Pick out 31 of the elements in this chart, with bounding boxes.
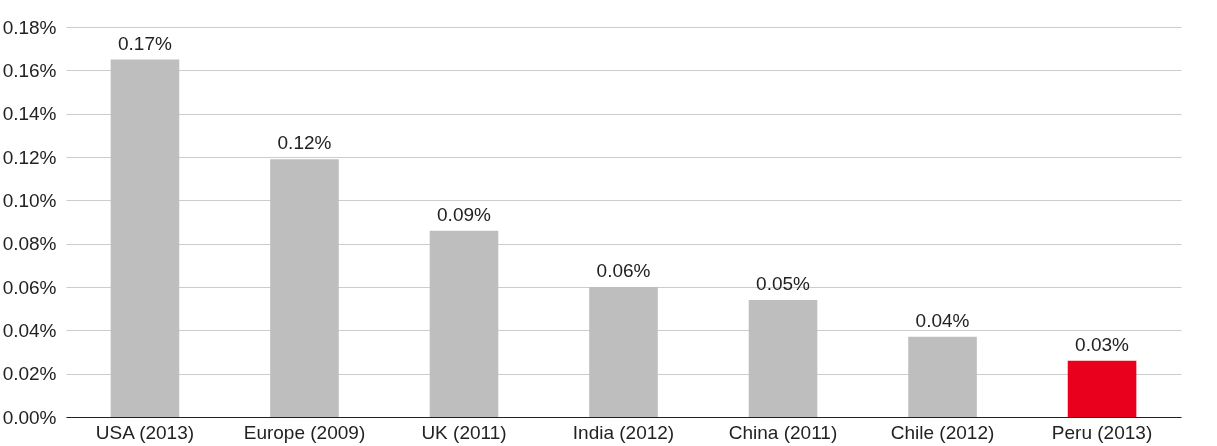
x-tick-label: Peru (2013)	[1051, 421, 1153, 443]
x-tick-label: China (2011)	[728, 421, 838, 443]
y-tick-label: 0.06%	[2, 276, 57, 298]
y-tick-label: 0.10%	[2, 189, 57, 211]
data-label: 0.05%	[756, 273, 811, 294]
y-tick-label: 0.08%	[2, 233, 57, 255]
y-tick-label: 0.04%	[2, 319, 57, 341]
y-tick-label: 0.00%	[2, 406, 57, 428]
data-label: 0.06%	[596, 260, 651, 281]
data-label: 0.12%	[277, 132, 332, 154]
y-tick-label: 0.18%	[2, 16, 57, 38]
bar	[270, 159, 339, 417]
x-tick-label: UK (2011)	[421, 421, 507, 443]
bar	[908, 336, 977, 417]
y-tick-label: 0.14%	[2, 103, 57, 125]
y-tick-label: 0.12%	[2, 146, 57, 168]
x-tick-label: Europe (2009)	[243, 421, 366, 443]
bar	[748, 300, 818, 417]
data-label: 0.03%	[1075, 333, 1130, 355]
bar	[1067, 360, 1137, 417]
bar	[110, 59, 180, 417]
y-tick-label: 0.02%	[2, 363, 57, 385]
bar	[429, 230, 499, 417]
y-tick-label: 0.16%	[2, 59, 57, 81]
x-tick-label: India (2012)	[572, 421, 675, 443]
x-tick-label: USA (2013)	[95, 421, 195, 443]
x-tick-label: Chile (2012)	[890, 421, 995, 443]
data-label: 0.09%	[437, 203, 492, 225]
bar	[589, 287, 658, 417]
data-label: 0.17%	[118, 32, 172, 54]
data-label: 0.04%	[915, 309, 970, 331]
